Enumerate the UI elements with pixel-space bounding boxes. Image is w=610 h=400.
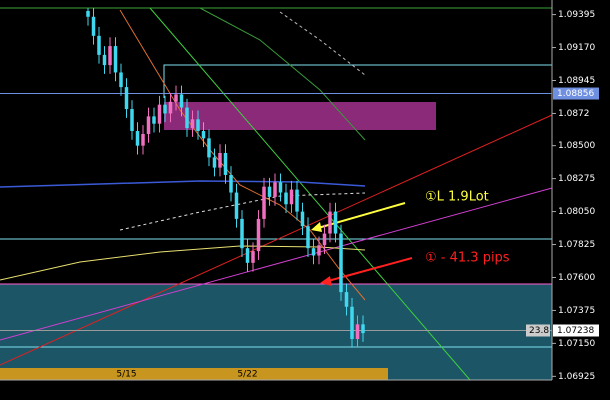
- x-tick-label: 5/22: [237, 370, 257, 380]
- y-tick-label: 1.07600: [558, 273, 595, 283]
- moving-average: [279, 11, 366, 76]
- candle-body: [251, 251, 255, 263]
- candle-body: [333, 211, 338, 234]
- candle-body: [174, 94, 178, 102]
- candle-body: [157, 104, 162, 124]
- candle-body: [361, 324, 365, 334]
- candle-body: [223, 152, 228, 175]
- moving-average: [199, 7, 366, 141]
- y-tick-label: 1.08945: [558, 76, 595, 86]
- price-label-box: [553, 87, 599, 100]
- timer-box: [526, 324, 550, 337]
- candle-body: [168, 101, 173, 114]
- y-tick-label: 1.07150: [558, 339, 595, 349]
- candle-body: [350, 306, 354, 339]
- candle-body: [113, 46, 118, 73]
- candle-body: [185, 107, 189, 129]
- candle-body: [278, 182, 283, 193]
- time-bar: [0, 368, 388, 380]
- candle-body: [322, 233, 327, 246]
- y-tick-label: 1.09170: [558, 43, 595, 53]
- price-label-box: [553, 324, 599, 337]
- candle-body: [355, 324, 360, 339]
- candle-body: [91, 16, 96, 36]
- candle-body: [256, 218, 261, 252]
- candle-body: [86, 10, 90, 17]
- y-tick-label: 1.08275: [558, 174, 595, 184]
- trend-line: [0, 187, 553, 341]
- candle-body: [102, 54, 107, 66]
- candle-body: [201, 131, 206, 139]
- trend-line: [0, 114, 553, 366]
- candle-body: [267, 186, 272, 197]
- zone: [164, 102, 436, 130]
- candle-body: [289, 189, 294, 205]
- candle-body: [108, 46, 112, 66]
- candle-body: [130, 109, 134, 132]
- candle-body: [163, 104, 167, 114]
- candle-body: [240, 218, 244, 249]
- zone: [0, 284, 552, 380]
- candle-body: [245, 248, 250, 263]
- candle-body: [262, 186, 266, 219]
- trend-line: [149, 7, 471, 381]
- candle-body: [317, 245, 321, 256]
- arrow: [317, 202, 406, 229]
- y-tick-label: 1.08050: [558, 207, 595, 217]
- moving-average: [119, 9, 366, 301]
- candle-body: [124, 87, 129, 110]
- candle-body: [234, 192, 239, 219]
- candle-body: [141, 133, 145, 146]
- annotation: ① - 41.3 pips: [425, 251, 510, 266]
- candle-body: [328, 211, 332, 234]
- y-tick-label: 1.0872: [558, 109, 590, 119]
- candle-body: [306, 226, 310, 249]
- y-tick-label: 1.08500: [558, 141, 595, 151]
- level-line: [163, 64, 552, 98]
- y-tick-label: 1.07825: [558, 240, 595, 250]
- candle-body: [146, 116, 151, 134]
- candle-body: [284, 192, 288, 205]
- annotation: ①L 1.9Lot: [425, 190, 489, 205]
- candle-body: [135, 131, 140, 146]
- price-label: 1.07238: [557, 326, 594, 336]
- candle-body: [190, 119, 195, 129]
- x-tick-label: 5/15: [116, 370, 136, 380]
- arrow-head: [311, 222, 322, 232]
- timer-label: 23.8: [529, 326, 549, 336]
- candle-body: [344, 292, 349, 307]
- y-tick-label: 1.07375: [558, 306, 595, 316]
- y-tick-label: 1.06925: [558, 372, 595, 382]
- candle-body: [339, 233, 343, 293]
- moving-average: [0, 180, 366, 188]
- candle-body: [179, 94, 184, 108]
- candle-body: [207, 138, 211, 158]
- candle-body: [218, 152, 222, 168]
- candle-body: [295, 189, 299, 212]
- candle-body: [196, 119, 200, 132]
- arrow-head: [320, 276, 332, 286]
- candle-body: [311, 248, 316, 256]
- candle-body: [119, 72, 123, 88]
- candle-body: [300, 211, 305, 227]
- y-tick-label: 1.09395: [558, 10, 595, 20]
- candle-body: [229, 174, 233, 193]
- price-label: 1.08856: [557, 89, 594, 99]
- candle-body: [273, 182, 277, 197]
- moving-average: [119, 192, 366, 231]
- candle-body: [212, 157, 217, 168]
- candle-body: [97, 35, 101, 55]
- candle-body: [152, 116, 156, 124]
- moving-average: [0, 245, 366, 281]
